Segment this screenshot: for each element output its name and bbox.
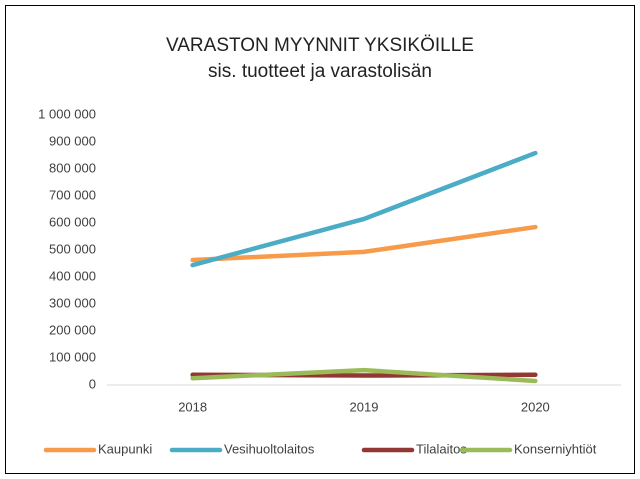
y-tick-label: 200 000 <box>49 322 96 337</box>
y-tick-label: 400 000 <box>49 268 96 283</box>
y-tick-label: 900 000 <box>49 133 96 148</box>
x-tick-label: 2020 <box>521 399 550 414</box>
series-line <box>190 150 538 268</box>
y-tick-label: 700 000 <box>49 187 96 202</box>
x-tick-label: 2019 <box>350 399 379 414</box>
series-line <box>190 224 538 263</box>
y-tick-label: 500 000 <box>49 241 96 256</box>
y-tick-label: 100 000 <box>49 349 96 364</box>
chart-frame <box>5 5 635 474</box>
y-tick-label: 800 000 <box>49 160 96 175</box>
legend-label: Kaupunki <box>98 441 152 456</box>
series-line <box>190 367 538 384</box>
chart-title: VARASTON MYYNNIT YKSIKÖILLE <box>166 35 474 56</box>
y-tick-label: 1 000 000 <box>38 106 96 121</box>
y-tick-label: 600 000 <box>49 214 96 229</box>
legend-label: Vesihuoltolaitos <box>224 441 315 456</box>
x-tick-label: 2018 <box>178 399 207 414</box>
chart-subtitle: sis. tuotteet ja varastolisän <box>208 61 432 82</box>
y-tick-label: 0 <box>89 376 96 391</box>
y-tick-label: 300 000 <box>49 295 96 310</box>
legend-label: Konserniyhtiöt <box>514 441 597 456</box>
legend-label: Tilalaitos <box>416 441 467 456</box>
